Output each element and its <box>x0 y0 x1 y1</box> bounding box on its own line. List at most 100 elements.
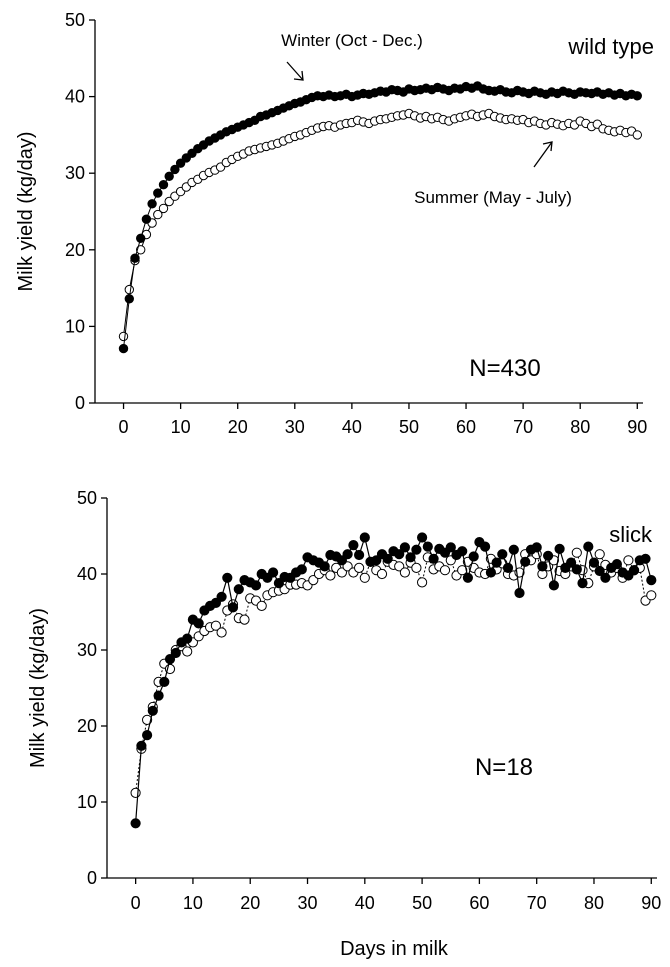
filled-data-point <box>445 542 456 553</box>
filled-data-point <box>422 541 433 552</box>
x-tick-label: 0 <box>119 417 129 437</box>
open-series-line <box>135 551 652 793</box>
filled-data-point <box>296 564 307 575</box>
filled-data-point <box>588 557 600 568</box>
y-tick-label: 40 <box>77 564 97 584</box>
open-data-point <box>130 787 141 799</box>
open-data-point <box>325 570 336 581</box>
filled-data-point <box>222 572 233 583</box>
summer-arrow-head <box>542 141 553 152</box>
filled-data-point <box>130 253 140 263</box>
filled-data-point <box>319 561 330 572</box>
y-tick-label: 0 <box>87 868 97 888</box>
filled-data-point <box>130 818 141 829</box>
filled-data-point <box>632 91 642 101</box>
filled-data-point <box>164 171 174 182</box>
y-tick-label: 50 <box>77 488 97 508</box>
filled-data-point <box>548 580 560 591</box>
filled-data-point <box>216 591 227 602</box>
filled-data-point <box>629 565 640 576</box>
filled-data-point <box>417 532 428 543</box>
y-tick-label: 40 <box>65 87 85 107</box>
filled-data-point <box>399 542 410 553</box>
x-tick-label: 60 <box>469 893 489 913</box>
filled-data-point <box>142 730 153 741</box>
x-tick-label: 20 <box>228 417 248 437</box>
filled-data-point <box>359 532 370 543</box>
x-tick-label: 10 <box>171 417 191 437</box>
y-tick-label: 10 <box>77 792 97 812</box>
open-data-point <box>376 568 388 580</box>
x-tick-label: 70 <box>513 417 533 437</box>
x-tick-label: 40 <box>342 417 362 437</box>
filled-data-point <box>382 553 393 564</box>
open-data-point <box>239 614 250 625</box>
filled-data-point <box>153 690 164 701</box>
open-data-point <box>256 600 267 612</box>
summer-arrow-line <box>533 141 553 168</box>
filled-data-point <box>543 550 554 561</box>
filled-data-point <box>193 618 204 629</box>
sample-size-label: N=430 <box>469 355 540 382</box>
x-tick-label: 10 <box>183 893 203 913</box>
y-tick-label: 30 <box>65 163 85 183</box>
x-tick-label: 60 <box>456 417 476 437</box>
filled-data-point <box>497 549 508 560</box>
filled-data-point <box>611 559 623 570</box>
summer-label: Summer (May - July) <box>414 188 572 207</box>
filled-data-point <box>468 551 479 562</box>
filled-data-point <box>342 549 353 560</box>
slick-panel: 0 10 20 30 40 50 0 10 20 30 40 50 60 70 80 90 Milk yield… <box>27 488 661 960</box>
filled-data-point <box>502 562 514 574</box>
panel-label: slick <box>609 522 653 547</box>
open-data-point <box>594 549 605 560</box>
x-tick-label: 90 <box>641 893 661 913</box>
x-tick-label: 50 <box>399 417 419 437</box>
open-data-point <box>623 555 634 566</box>
y-tick-label: 20 <box>65 240 85 260</box>
open-data-point <box>439 565 451 576</box>
filled-data-point <box>147 705 158 716</box>
filled-data-point <box>640 553 651 564</box>
filled-data-point <box>537 561 548 572</box>
filled-data-point <box>394 549 405 560</box>
open-data-point <box>182 646 193 657</box>
open-data-point <box>411 562 422 574</box>
filled-data-point <box>457 546 468 557</box>
open-data-point <box>646 590 657 601</box>
filled-data-point <box>485 567 496 578</box>
x-tick-label: 80 <box>570 417 590 437</box>
filled-data-point <box>159 676 170 688</box>
filled-data-point <box>508 544 519 555</box>
open-data-point <box>124 284 135 295</box>
winter-arrow-line <box>286 61 304 81</box>
filled-data-point <box>462 572 473 583</box>
winter-arrow-head <box>293 70 304 81</box>
filled-data-point <box>170 647 181 659</box>
y-tick-label: 50 <box>65 10 85 30</box>
filled-data-point <box>554 543 565 555</box>
x-tick-label: 30 <box>285 417 305 437</box>
open-data-point <box>158 203 169 214</box>
filled-data-point <box>233 584 244 595</box>
filled-data-point <box>354 549 365 561</box>
filled-data-point <box>141 214 152 224</box>
x-tick-label: 70 <box>527 893 547 913</box>
open-data-point <box>136 245 146 255</box>
open-data-point <box>354 562 365 574</box>
filled-data-point <box>531 542 542 553</box>
x-tick-label: 50 <box>412 893 432 913</box>
filled-data-point <box>520 556 531 567</box>
x-tick-label: 90 <box>627 417 647 437</box>
open-data-point <box>118 331 129 342</box>
filled-data-point <box>136 740 147 751</box>
open-data-point <box>216 627 227 638</box>
filled-data-point <box>250 580 262 591</box>
y-axis-title: Milk yield (kg/day) <box>15 131 37 291</box>
panel-label: wild type <box>567 34 654 59</box>
y-tick-label: 0 <box>75 393 85 413</box>
open-data-point <box>399 567 410 578</box>
y-tick-label: 10 <box>65 316 85 336</box>
x-tick-label: 0 <box>131 893 141 913</box>
filled-data-point <box>348 540 359 551</box>
